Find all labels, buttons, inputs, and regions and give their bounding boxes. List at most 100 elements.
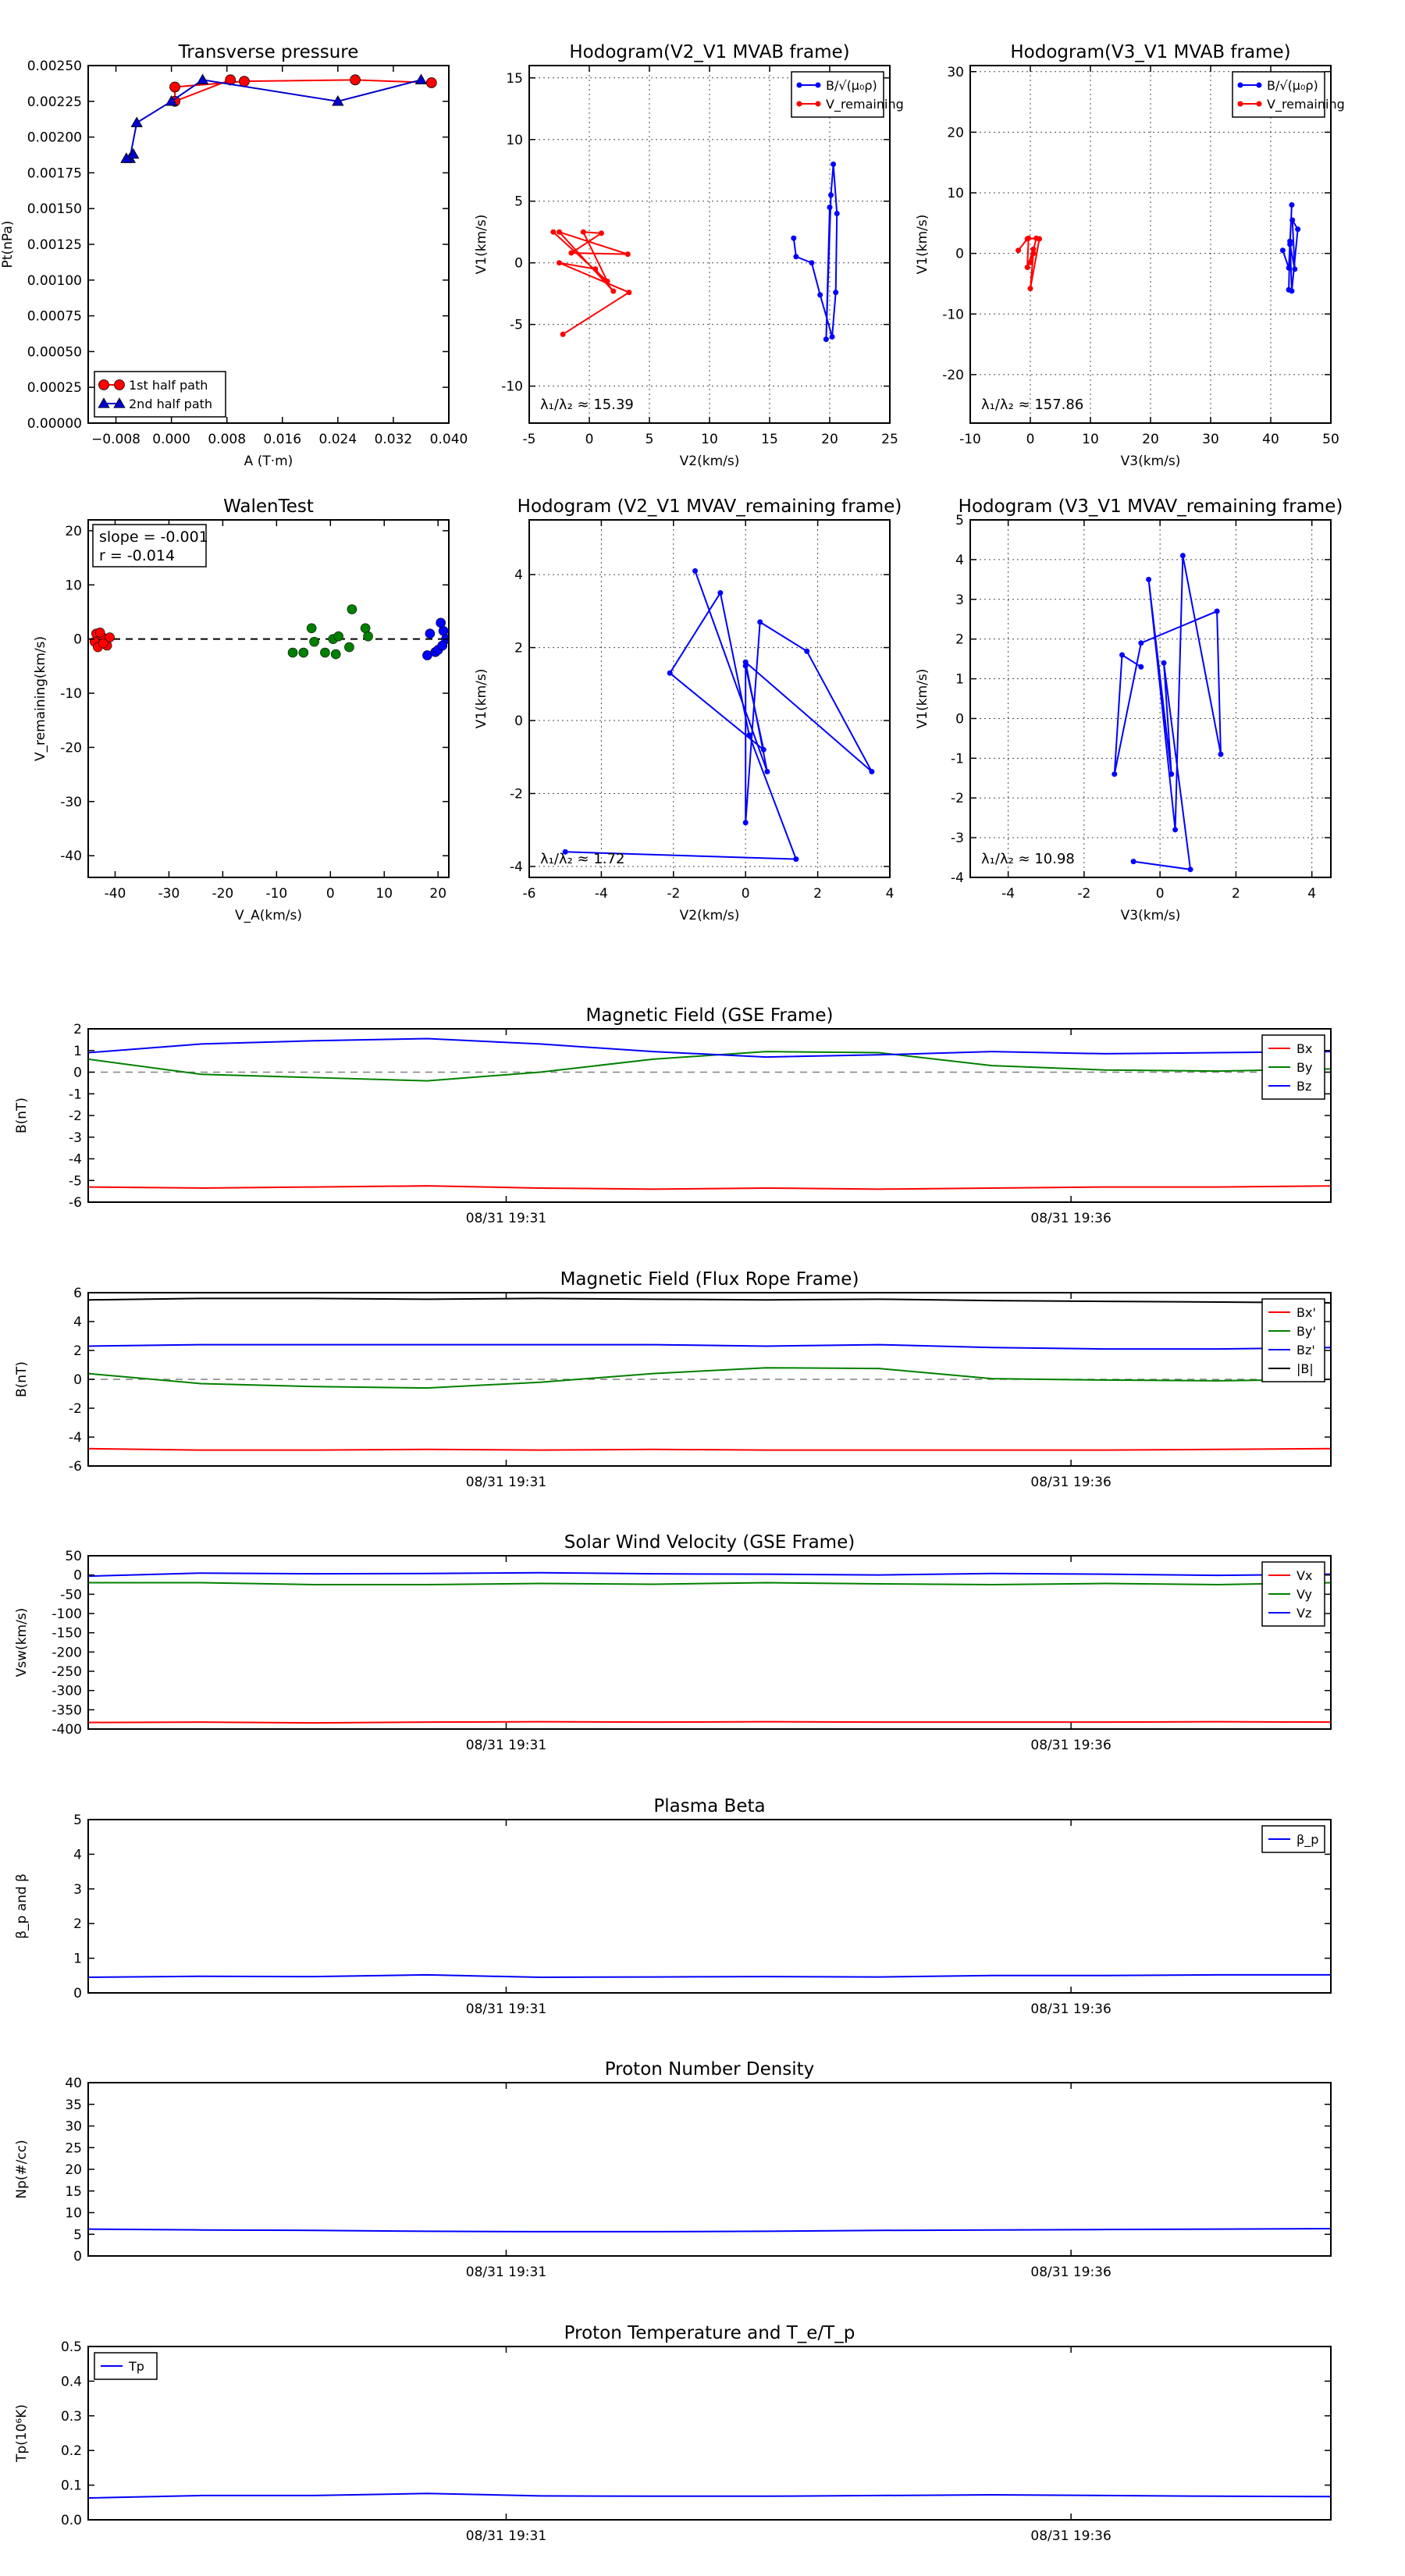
y-axis-label: V1(km/s) [474,215,489,275]
x-tick-label: 08/31 19:36 [1030,1475,1111,1490]
legend-label: Bx [1297,1041,1312,1056]
data-point [298,647,309,658]
series-0-line [1113,555,1222,870]
data-point [717,589,724,596]
x-tick-label: 10 [1082,432,1099,447]
data-point [1286,286,1292,293]
y-tick-label: -6 [69,1459,82,1475]
x-tick-label: -4 [595,886,608,902]
data-point [809,260,815,266]
data-point [165,94,178,106]
y-tick-label: -3 [69,1130,82,1146]
data-point [828,192,834,198]
y-tick-label: 2 [73,1343,82,1359]
chart-title: Magnetic Field (Flux Rope Frame) [560,1269,859,1290]
legend-marker [98,397,110,408]
x-tick-label: 4 [886,886,895,902]
y-tick-label: 0.00200 [27,130,82,146]
data-point [834,211,840,217]
legend-label: β_p [1297,1832,1318,1848]
y-tick-label: 0 [73,1372,82,1388]
x-tick-label: 0.008 [208,432,246,447]
y-tick-label: 20 [65,2162,82,2178]
y-tick-label: 0.5 [61,2339,82,2355]
x-tick-label: 08/31 19:36 [1030,1738,1111,1753]
data-point [817,292,823,298]
y-tick-label: -6 [69,1195,82,1211]
data-point [804,648,810,654]
chart-title: Hodogram(V2_V1 MVAB frame) [569,42,849,62]
x-tick-label: 50 [1322,432,1339,447]
data-point [1214,608,1220,614]
axes-frame [87,519,450,878]
y-tick-label: 0.00075 [27,309,82,325]
legend-marker [796,101,802,107]
axes-frame [87,1555,1332,1730]
data-point [1286,265,1292,271]
data-point [1024,264,1030,270]
data-point [550,229,557,235]
data-point [833,290,839,296]
legend-marker [815,82,821,88]
y-tick-label: -4 [69,1152,82,1168]
series-group [88,1037,1331,1190]
chart-title: Proton Temperature and T_e/T_p [564,2323,855,2343]
y-tick-label: -20 [60,740,82,756]
y-tick-label: 40 [65,2076,82,2091]
legend-marker [98,379,109,390]
y-axis-label: V_remaining(km/s) [33,636,48,761]
chart-hodogram-v3-v1-mvav: Hodogram (V3_V1 MVAV_remaining frame) -4 -… [915,496,1343,923]
chart-transverse-pressure: Transverse pressure −0.008 0.000 0.008 0.016… [0,42,468,469]
series-0-line [88,2228,1331,2233]
eigenvalue-ratio-text: λ₁/λ₂ ≈ 157.86 [981,397,1083,413]
x-tick-label: -6 [523,886,536,902]
chart-title: Transverse pressure [178,42,359,62]
y-tick-label: 10 [506,133,523,148]
series--b--line [88,1297,1331,1304]
y-tick-label: -4 [69,1430,82,1446]
chart-title: WalenTest [223,496,314,517]
x-tick-label: 08/31 19:36 [1030,2528,1111,2544]
y-tick-label: 30 [65,2119,82,2135]
x-axis-label: A (T·m) [244,454,293,469]
x-tick-label: 08/31 19:31 [466,2265,546,2280]
series-group [88,2492,1331,2500]
x-tick-label: 0.024 [319,432,357,447]
y-tick-label: -30 [60,795,82,810]
y-tick-label: -2 [69,1401,82,1417]
y-tick-label: 0 [73,1066,82,1081]
y-tick-label: -2 [510,787,523,802]
y-tick-label: 0.4 [61,2374,82,2389]
y-tick-label: 0.3 [61,2409,82,2425]
data-point [320,647,330,658]
chart-walen-test: WalenTest -40 -30 -20 -10 0 10 20 -40 -30 -20 -10 0 1… [33,496,450,923]
data-point [592,266,599,272]
y-axis-label: β_p and β [14,1873,30,1939]
chart-proton-number-density: Proton Number Density 08/31 19:31 08/31 19… [14,2059,1332,2280]
series-group [88,1973,1331,1979]
data-point [1027,286,1033,292]
legend: Bx By Bz [1261,1034,1325,1100]
x-axis-label: V2(km/s) [680,454,740,469]
y-tick-label: 4 [514,568,523,583]
y-tick-label: -40 [60,849,82,864]
series-group [120,73,437,163]
data-point [1112,771,1118,777]
data-point [580,229,586,235]
data-point [831,161,837,167]
x-axis-label: V_A(km/s) [235,908,302,923]
data-point [1289,217,1296,223]
x-tick-label: −0.008 [91,432,140,447]
x-tick-label: -30 [158,886,180,902]
stats-box [92,524,207,568]
x-axis-label: V2(km/s) [680,908,740,923]
y-tick-label: -50 [60,1587,82,1603]
data-point [610,288,617,294]
y-tick-label: 50 [65,1549,82,1564]
data-point [196,73,209,84]
legend-label: Vz [1297,1606,1311,1621]
y-tick-label: 3 [955,592,964,608]
data-point [793,254,799,260]
series-bx-line [88,1185,1331,1190]
series--p-line [88,1973,1331,1979]
